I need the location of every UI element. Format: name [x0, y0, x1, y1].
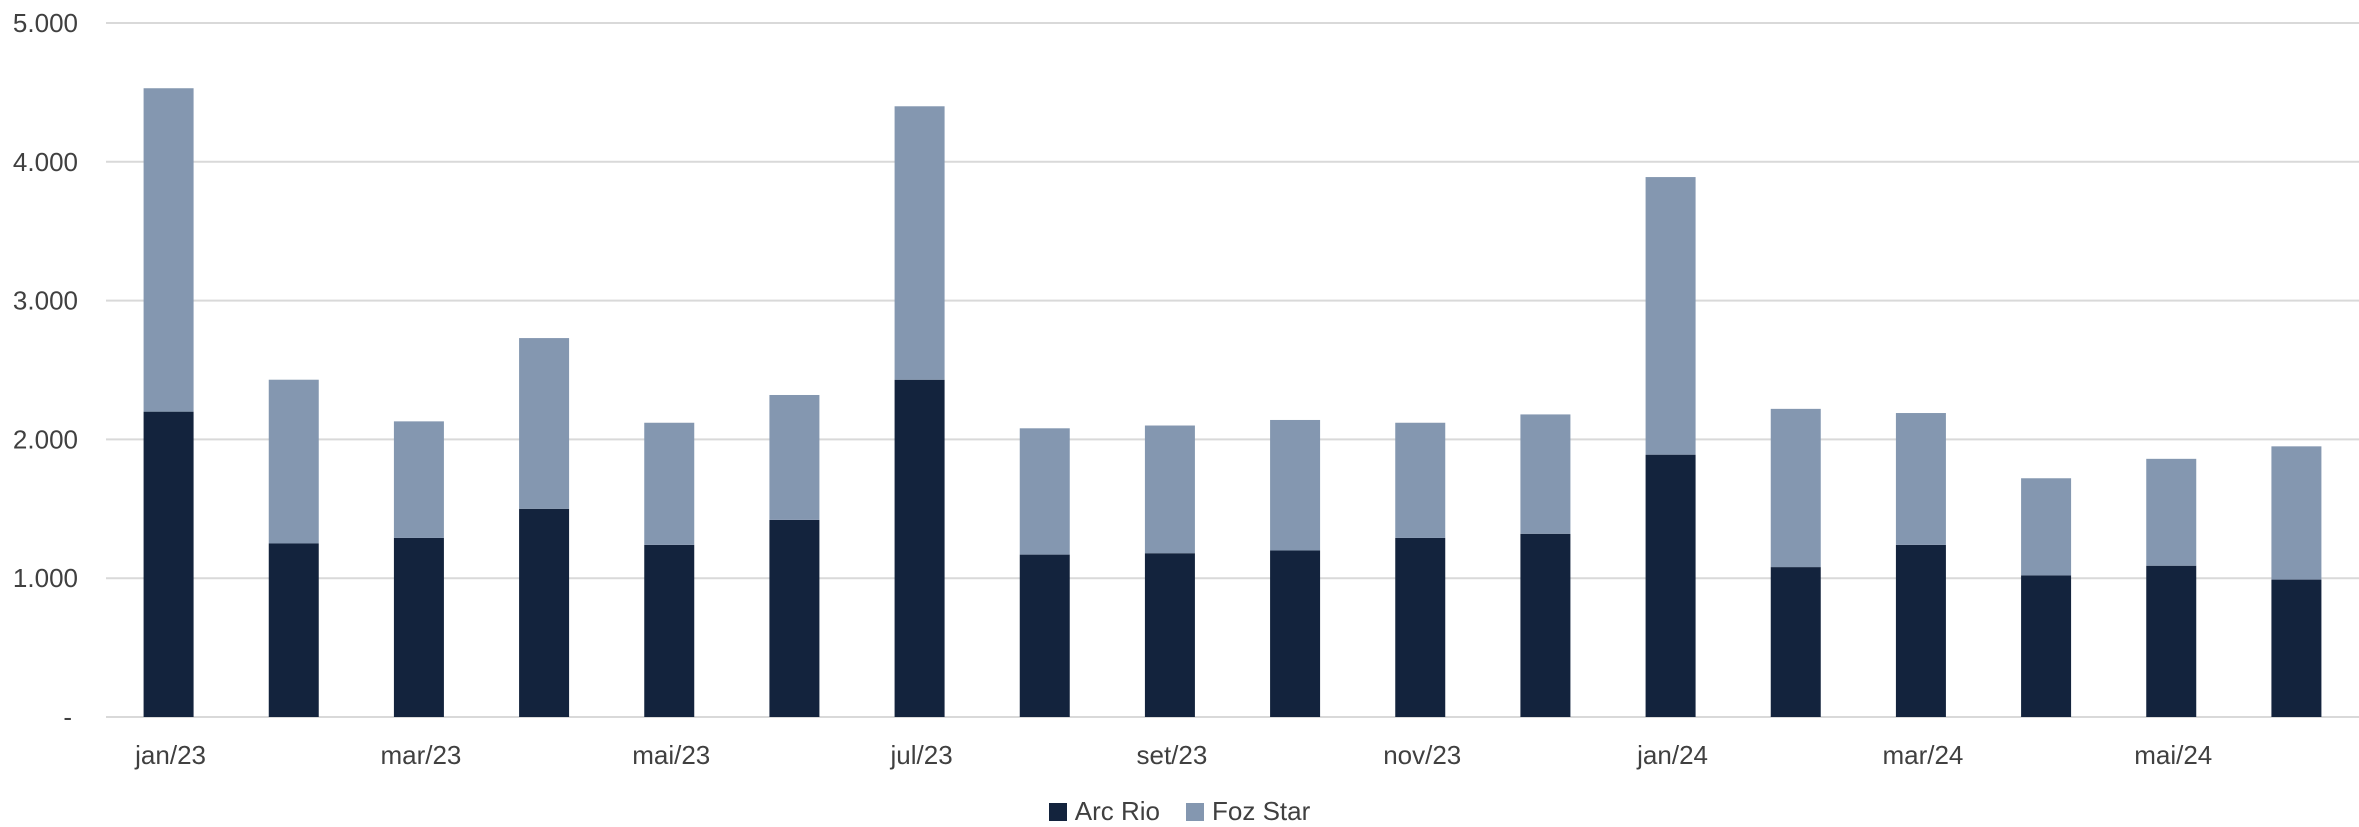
bar-arc-rio — [2021, 575, 2072, 717]
bar-foz-star — [1019, 428, 1070, 555]
x-tick-label: mar/24 — [1882, 740, 1963, 770]
bar-arc-rio — [1645, 454, 1696, 717]
bar-arc-rio — [1770, 567, 1821, 717]
legend-item-foz-star: Foz Star — [1186, 796, 1310, 827]
bar-arc-rio — [393, 537, 444, 717]
x-tick-label: nov/23 — [1383, 740, 1461, 770]
y-tick-label: 1.000 — [13, 563, 78, 593]
bar-foz-star — [143, 88, 194, 412]
x-tick-label: jan/24 — [1636, 740, 1708, 770]
bar-foz-star — [2271, 446, 2322, 580]
y-tick-label: 5.000 — [13, 8, 78, 38]
x-tick-label: mar/23 — [380, 740, 461, 770]
bar-foz-star — [2021, 478, 2072, 576]
x-tick-label: jul/23 — [890, 740, 953, 770]
bar-foz-star — [1144, 425, 1195, 554]
bar-foz-star — [1395, 422, 1446, 538]
legend-label-foz-star: Foz Star — [1212, 796, 1311, 826]
bar-foz-star — [519, 338, 570, 509]
x-tick-label: mai/24 — [2134, 740, 2212, 770]
bar-foz-star — [1520, 414, 1571, 534]
bar-arc-rio — [519, 508, 570, 717]
y-tick-label: 3.000 — [13, 286, 78, 316]
bar-foz-star — [393, 421, 444, 538]
x-tick-label: set/23 — [1137, 740, 1208, 770]
bar-arc-rio — [2271, 579, 2322, 717]
legend-item-arc-rio: Arc Rio — [1048, 796, 1160, 827]
bar-arc-rio — [143, 411, 194, 717]
bar-arc-rio — [1395, 537, 1446, 717]
stacked-bar-chart: - 1.000 2.000 3.000 4.000 5.000 jan/23 mar/23 ma… — [13, 8, 2359, 770]
chart-legend: Arc Rio Foz Star — [0, 796, 2359, 827]
y-tick-label: 4.000 — [13, 147, 78, 177]
bar-arc-rio — [1520, 533, 1571, 717]
y-tick-label: 2.000 — [13, 424, 78, 454]
bar-arc-rio — [1895, 544, 1946, 717]
bar-arc-rio — [268, 543, 319, 717]
bar-arc-rio — [644, 544, 695, 717]
bar-arc-rio — [1270, 550, 1321, 717]
bar-foz-star — [1270, 419, 1321, 551]
bar-foz-star — [2146, 458, 2197, 566]
bar-arc-rio — [894, 379, 945, 717]
bar-foz-star — [769, 394, 820, 520]
y-tick-label: - — [63, 702, 72, 732]
bar-arc-rio — [1144, 553, 1195, 717]
x-tick-label: jan/23 — [134, 740, 206, 770]
bar-foz-star — [268, 379, 319, 544]
bar-arc-rio — [1019, 554, 1070, 717]
bar-foz-star — [1895, 413, 1946, 545]
x-tick-label: mai/23 — [632, 740, 710, 770]
bar-arc-rio — [769, 519, 820, 717]
bar-foz-star — [1645, 177, 1696, 455]
bar-foz-star — [644, 422, 695, 545]
bar-arc-rio — [2146, 565, 2197, 717]
legend-swatch-foz-star — [1186, 802, 1204, 821]
bar-foz-star — [894, 106, 945, 380]
legend-label-arc-rio: Arc Rio — [1074, 796, 1160, 826]
legend-swatch-arc-rio — [1048, 802, 1067, 821]
bar-foz-star — [1770, 408, 1821, 568]
